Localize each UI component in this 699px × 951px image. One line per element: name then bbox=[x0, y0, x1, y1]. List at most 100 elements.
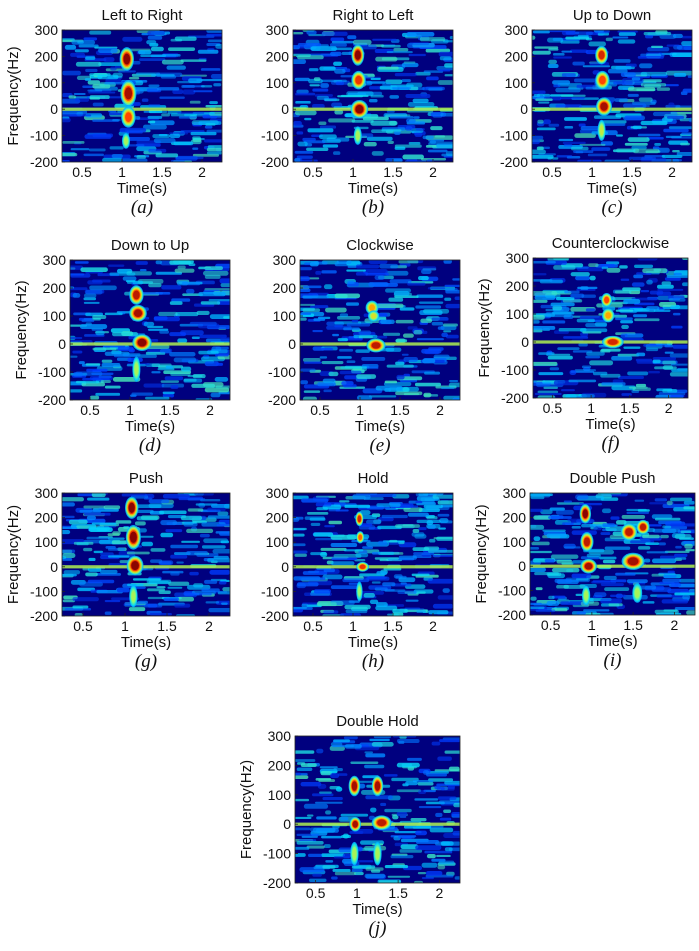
noise-streak bbox=[423, 392, 432, 398]
noise-streak bbox=[296, 582, 319, 587]
noise-streak bbox=[193, 90, 213, 93]
noise-streak bbox=[366, 506, 390, 509]
noise-streak bbox=[627, 87, 656, 92]
noise-streak bbox=[530, 567, 546, 573]
noise-streak bbox=[360, 133, 374, 138]
noise-streak bbox=[376, 571, 387, 576]
noise-streak bbox=[648, 371, 660, 374]
y-tick-label: 200 bbox=[505, 48, 529, 64]
noise-streak bbox=[410, 818, 427, 822]
noise-streak bbox=[204, 139, 222, 143]
noise-streak bbox=[608, 603, 623, 607]
noise-streak bbox=[677, 367, 688, 371]
noise-streak bbox=[115, 520, 132, 524]
y-tick-label: 0 bbox=[50, 559, 58, 575]
noise-streak bbox=[330, 37, 345, 42]
noise-streak bbox=[436, 143, 453, 148]
noise-streak bbox=[413, 330, 423, 335]
noise-streak bbox=[564, 117, 587, 121]
noise-streak bbox=[532, 135, 544, 140]
noise-streak bbox=[548, 123, 560, 127]
noise-streak bbox=[300, 781, 322, 787]
noise-streak bbox=[200, 499, 221, 502]
noise-streak bbox=[626, 579, 648, 583]
noise-streak bbox=[141, 541, 154, 547]
noise-streak bbox=[72, 605, 89, 609]
y-tick-label: 300 bbox=[273, 252, 297, 268]
noise-streak bbox=[587, 153, 608, 157]
noise-streak bbox=[145, 396, 170, 400]
noise-streak bbox=[143, 321, 155, 327]
noise-streak bbox=[444, 288, 458, 292]
noise-streak bbox=[69, 114, 92, 117]
noise-streak bbox=[533, 279, 553, 282]
noise-streak bbox=[396, 789, 422, 793]
noise-streak bbox=[546, 533, 568, 538]
noise-streak bbox=[201, 85, 213, 88]
noise-streak bbox=[200, 301, 221, 305]
noise-streak bbox=[376, 602, 388, 608]
noise-streak bbox=[645, 542, 660, 545]
noise-streak bbox=[413, 589, 434, 594]
noise-streak bbox=[550, 554, 579, 559]
noise-streak bbox=[339, 613, 362, 616]
y-tick-label: -100 bbox=[263, 846, 291, 862]
noise-streak bbox=[553, 84, 561, 88]
noise-streak bbox=[197, 49, 219, 54]
noise-streak bbox=[615, 66, 632, 70]
noise-streak bbox=[674, 606, 695, 611]
noise-streak bbox=[415, 305, 442, 309]
noise-streak bbox=[217, 591, 230, 595]
energy-blob bbox=[351, 781, 358, 791]
noise-streak bbox=[153, 138, 176, 143]
noise-streak bbox=[293, 495, 309, 500]
noise-streak bbox=[669, 497, 693, 502]
noise-streak bbox=[196, 79, 222, 82]
noise-streak bbox=[453, 802, 460, 808]
y-tick-label: -100 bbox=[501, 362, 529, 378]
noise-streak bbox=[329, 43, 347, 47]
noise-streak bbox=[381, 514, 408, 519]
noise-streak bbox=[658, 542, 666, 546]
noise-streak bbox=[635, 358, 653, 362]
noise-streak bbox=[189, 571, 199, 576]
noise-streak bbox=[548, 595, 555, 600]
noise-streak bbox=[317, 784, 327, 789]
noise-streak bbox=[295, 157, 303, 162]
noise-streak bbox=[355, 349, 370, 353]
noise-streak bbox=[216, 524, 230, 527]
noise-streak bbox=[190, 131, 217, 136]
noise-streak bbox=[445, 151, 453, 156]
noise-streak bbox=[330, 534, 357, 540]
energy-blob bbox=[640, 523, 647, 531]
energy-blob bbox=[131, 561, 139, 571]
noise-streak bbox=[448, 382, 460, 388]
energy-blob bbox=[604, 296, 610, 304]
energy-blob bbox=[359, 564, 366, 570]
noise-streak bbox=[176, 614, 196, 616]
noise-streak bbox=[418, 527, 427, 531]
x-tick-label: 1 bbox=[118, 164, 126, 180]
noise-streak bbox=[345, 609, 368, 614]
noise-streak bbox=[372, 38, 397, 41]
noise-streak bbox=[103, 57, 115, 62]
noise-streak bbox=[425, 48, 451, 53]
noise-streak bbox=[170, 385, 179, 389]
noise-streak bbox=[387, 140, 394, 144]
spectrogram-image bbox=[293, 493, 453, 616]
noise-streak bbox=[675, 545, 682, 549]
noise-streak bbox=[295, 101, 311, 104]
noise-streak bbox=[316, 748, 324, 754]
noise-streak bbox=[294, 77, 310, 82]
noise-streak bbox=[169, 351, 196, 357]
noise-streak bbox=[398, 260, 419, 264]
noise-streak bbox=[316, 95, 329, 100]
noise-streak bbox=[169, 133, 181, 139]
noise-streak bbox=[295, 798, 310, 802]
noise-streak bbox=[112, 119, 121, 122]
noise-streak bbox=[295, 759, 316, 762]
noise-streak bbox=[313, 532, 334, 537]
noise-streak bbox=[533, 291, 558, 296]
noise-streak bbox=[563, 143, 573, 147]
noise-streak bbox=[147, 35, 163, 40]
